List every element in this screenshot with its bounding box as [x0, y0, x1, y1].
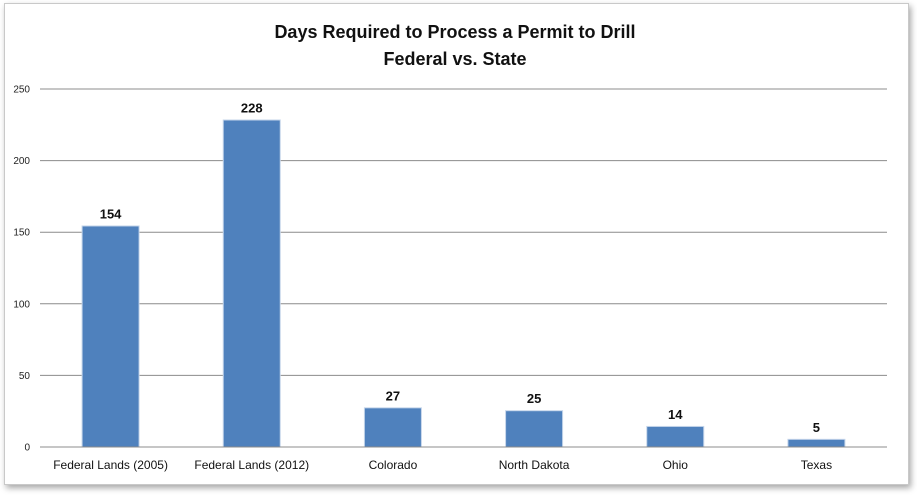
- y-tick-label: 0: [24, 443, 30, 454]
- gridlines: [40, 88, 887, 376]
- x-category-label: Federal Lands (2012): [194, 458, 309, 472]
- bar: [364, 408, 421, 447]
- bar-value-label: 5: [813, 420, 820, 435]
- bar: [506, 411, 563, 447]
- y-tick-label: 100: [13, 299, 30, 310]
- x-category-label: Federal Lands (2005): [53, 458, 168, 472]
- bar-value-label: 27: [386, 388, 400, 403]
- x-category-label: Texas: [801, 458, 832, 472]
- chart-frame: [4, 3, 909, 485]
- bar: [82, 226, 139, 447]
- chart-title: Days Required to Process a Permit to Dri…: [274, 22, 635, 42]
- bar-value-label: 154: [100, 206, 122, 221]
- y-tick-label: 200: [13, 156, 30, 167]
- bar-value-label: 228: [241, 101, 263, 116]
- y-tick-label: 150: [13, 228, 30, 239]
- y-axis-ticks: 0 50 100 150 200 250: [13, 85, 30, 454]
- x-axis-categories: Federal Lands (2005) Federal Lands (2012)…: [53, 458, 832, 472]
- x-category-label: Colorado: [369, 458, 418, 472]
- bar-value-label: 25: [527, 391, 541, 406]
- bar: [223, 120, 280, 447]
- chart-subtitle: Federal vs. State: [383, 49, 526, 69]
- bars: [81, 119, 846, 447]
- bar: [647, 426, 704, 447]
- bar-value-label: 14: [668, 407, 683, 422]
- y-tick-label: 250: [13, 85, 30, 96]
- x-category-label: North Dakota: [499, 458, 570, 472]
- x-category-label: Ohio: [663, 458, 689, 472]
- bar: [788, 439, 845, 447]
- data-labels: 154 228 27 25 14 5: [100, 101, 820, 435]
- y-tick-label: 50: [19, 371, 31, 382]
